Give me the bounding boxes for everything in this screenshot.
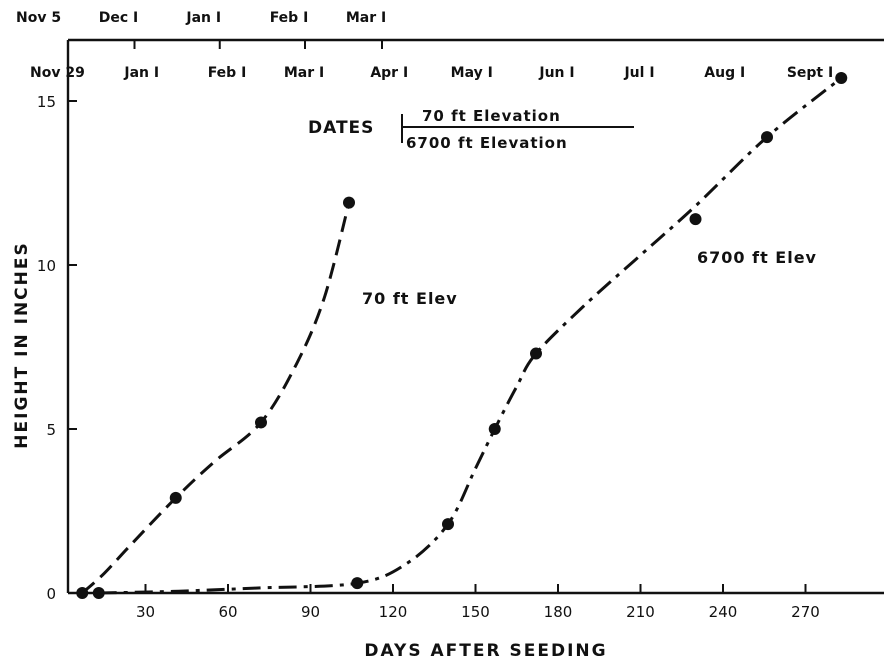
y-tick-label-3: 15: [37, 93, 56, 111]
y-ticks: 0 5 10 15: [37, 93, 77, 603]
y-axis-title: HEIGHT IN INCHES: [12, 241, 32, 448]
date-6700-label-7: Aug I: [704, 65, 745, 81]
series-0-point-0: [76, 587, 89, 599]
curves: [81, 76, 843, 595]
points: [76, 72, 848, 599]
date-6700-label-4: May I: [451, 65, 493, 81]
series-label-70ft: 70 ft Elev: [362, 289, 458, 308]
date-6700-label-6: Jul I: [623, 65, 654, 81]
date-70-label-1: Jan I: [185, 10, 221, 26]
date-70-label-3: Mar I: [346, 10, 386, 26]
date-ticks-70ft: Dec I Jan I Feb I Mar I: [99, 10, 386, 49]
series-1-point-5: [689, 213, 702, 226]
legend-title: DATES: [308, 118, 374, 138]
x-ticks: 30 60 90 120 150 180 210 240 270: [136, 584, 820, 621]
start-date-6700ft: Nov 29: [30, 65, 85, 81]
date-6700-label-5: Jun I: [538, 65, 574, 81]
x-tick-label-0: 30: [136, 603, 155, 621]
x-tick-label-7: 240: [709, 603, 738, 621]
y-tick-label-2: 10: [37, 257, 56, 275]
date-70-label-2: Feb I: [270, 10, 309, 26]
series-curve-0: [81, 202, 351, 595]
x-tick-label-5: 180: [544, 603, 573, 621]
series-1-point-7: [835, 72, 848, 85]
y-tick-label-0: 0: [46, 585, 56, 603]
y-tick-label-1: 5: [46, 421, 56, 439]
series-label-6700ft: 6700 ft Elev: [697, 248, 817, 267]
series-0-point-3: [343, 196, 355, 209]
series-curve-1: [98, 76, 843, 595]
x-tick-label-2: 90: [301, 603, 320, 621]
x-tick-label-4: 150: [461, 603, 490, 621]
date-6700-label-8: Sept I: [787, 65, 833, 81]
series-1-point-1: [351, 577, 364, 590]
series-0-point-1: [169, 491, 182, 504]
date-6700-label-1: Feb I: [208, 65, 247, 81]
x-tick-label-3: 120: [379, 603, 408, 621]
series-1-point-0: [92, 587, 105, 599]
series-1-point-2: [442, 518, 454, 531]
date-70-label-0: Dec I: [99, 10, 139, 26]
date-6700-label-0: Jan I: [123, 65, 159, 81]
x-axis-title: DAYS AFTER SEEDING: [364, 641, 607, 661]
date-6700-label-2: Mar I: [284, 65, 324, 81]
x-tick-label-6: 210: [626, 603, 655, 621]
legend-lower: 6700 ft Elevation: [406, 134, 568, 152]
date-6700-label-3: Apr I: [370, 65, 408, 81]
date-ticks-6700ft: Jan I Feb I Mar I Apr I May I Jun I Jul I Aug I…: [123, 65, 833, 81]
series-1-point-4: [530, 347, 542, 360]
legend: DATES 70 ft Elevation 6700 ft Elevation: [308, 107, 634, 152]
x-tick-label-8: 270: [791, 603, 820, 621]
x-tick-label-1: 60: [218, 603, 237, 621]
legend-upper: 70 ft Elevation: [422, 107, 561, 125]
series-1-point-6: [761, 131, 773, 144]
series-0-point-2: [255, 416, 267, 429]
series-1-point-3: [488, 423, 501, 435]
start-date-70ft: Nov 5: [16, 10, 61, 26]
